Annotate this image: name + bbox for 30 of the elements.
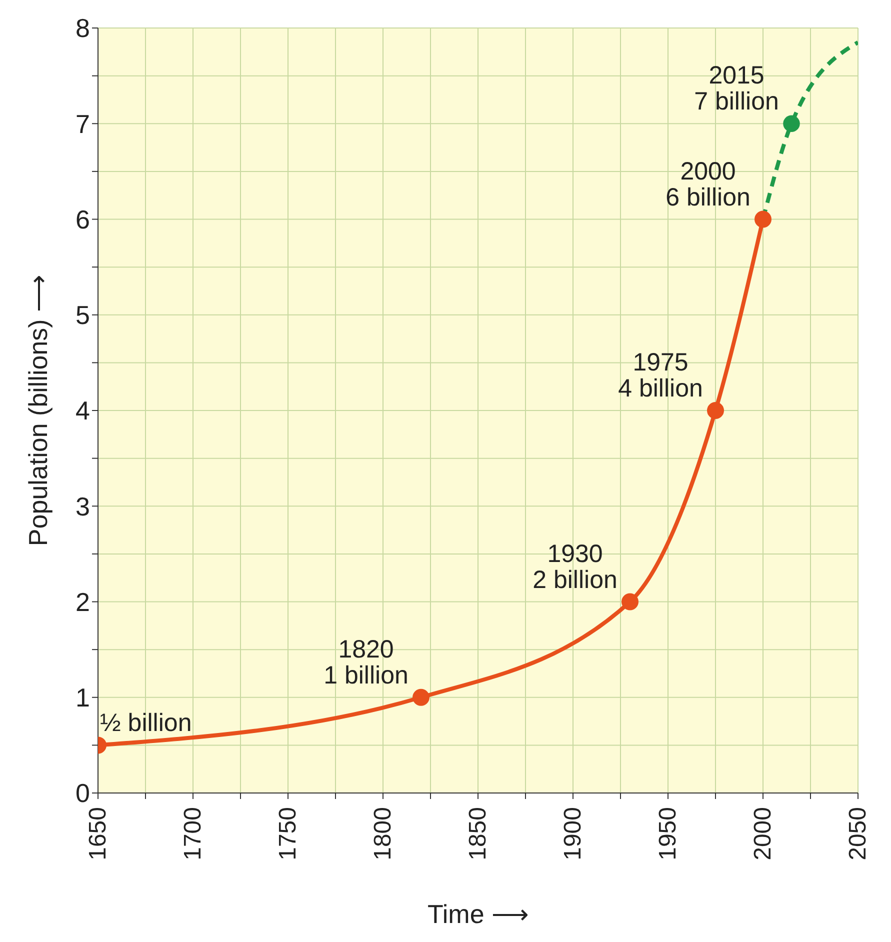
y-tick-label: 1 [76,682,90,713]
y-tick-label: 0 [76,778,90,808]
point [754,210,772,228]
point [783,115,800,132]
x-tick-label: 1650 [84,807,112,860]
y-axis-title: Population (billions) ⟶ [23,274,54,546]
y-tick-label: 7 [76,108,90,139]
point [622,593,638,610]
annotation: 1930 2 billion [532,540,618,594]
x-tick-label: 1850 [464,807,492,860]
x-tick-label: 2050 [844,807,872,860]
x-tick-label: 1800 [370,807,396,860]
x-tick-label: 1700 [180,807,206,860]
annotation: ½ billion [100,709,192,738]
x-axis-title: Time ⟶ [427,899,529,929]
y-tick-label: 8 [76,13,90,44]
annotation: 2000 6 billion [666,157,750,212]
annotation: 1820 1 billion [324,635,408,690]
x-tick-label: 1950 [654,807,682,860]
annotation: 1975 4 billion [618,348,703,402]
y-tick-label: 4 [76,396,90,426]
y-tick-label: 5 [76,300,90,330]
y-tick-label: 2 [76,586,90,617]
x-tick-label: 2000 [750,807,776,860]
y-tick-label: 6 [76,204,90,234]
point [707,402,724,419]
annotation: 2015 7 billion [694,62,779,116]
x-tick-label: 1750 [274,807,302,860]
x-tick-label: 1900 [560,807,586,860]
y-tick-label: 3 [76,491,90,522]
